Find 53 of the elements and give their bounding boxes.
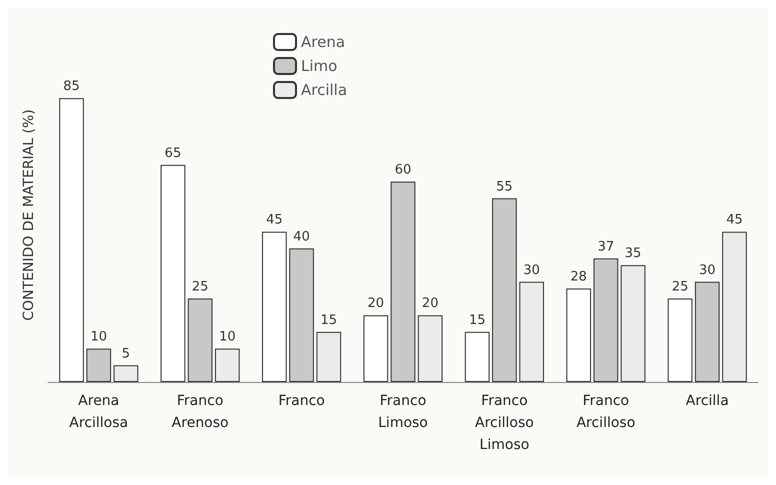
data-label: 15: [468, 312, 486, 328]
data-label: 45: [726, 212, 743, 228]
bar: [668, 298, 692, 382]
data-label: 5: [122, 346, 130, 362]
bar: [289, 248, 314, 382]
x-tick-label: Arena Arcillosa: [69, 393, 128, 431]
bar: [214, 348, 240, 382]
bar: [519, 282, 544, 382]
bar: [492, 198, 517, 382]
data-label: 10: [90, 330, 107, 345]
y-axis-title: CONTENIDO DE MATERIAL (%): [21, 109, 37, 321]
x-tick-label: Franco Arcilloso: [576, 393, 636, 431]
x-tick-label: Franco Arenoso: [172, 393, 229, 431]
bar: [694, 282, 720, 382]
data-label: 35: [624, 246, 642, 262]
bar: [593, 258, 618, 382]
bar: [363, 315, 388, 382]
data-label: 55: [496, 179, 513, 194]
bar: [620, 265, 646, 382]
data-label: 60: [394, 162, 412, 178]
data-label: 30: [699, 262, 716, 278]
data-label: 25: [672, 280, 688, 294]
bar: [722, 232, 747, 382]
bar: [86, 348, 112, 382]
bar: [114, 365, 138, 382]
bar: [418, 315, 443, 382]
legend-label: Arcilla: [301, 81, 348, 99]
bar: [160, 164, 186, 382]
data-label: 10: [219, 330, 236, 345]
bar: [566, 288, 592, 382]
legend-label: Arena: [301, 33, 346, 51]
x-tick-label: Franco Arcilloso Limoso: [475, 393, 534, 453]
x-tick-label: Arcilla: [686, 393, 729, 409]
data-label: 15: [320, 312, 338, 328]
data-label: 65: [164, 146, 182, 161]
data-label: 85: [63, 79, 80, 94]
data-label: 20: [422, 296, 438, 312]
data-label: 37: [598, 239, 614, 254]
data-label: 20: [368, 296, 384, 312]
legend-label: Limo: [301, 57, 338, 75]
bar: [316, 332, 342, 382]
data-label: 25: [192, 280, 208, 294]
bar: [262, 232, 287, 382]
x-tick-label: Franco: [278, 393, 325, 409]
data-label: 45: [266, 212, 283, 228]
data-label: 30: [523, 262, 540, 278]
data-label: 28: [570, 269, 587, 284]
bar: [464, 332, 490, 382]
x-tick-label: Franco Limoso: [378, 393, 428, 431]
bar: [188, 298, 213, 382]
bar: [390, 182, 416, 382]
data-label: 40: [293, 229, 310, 244]
bar: [59, 98, 84, 382]
